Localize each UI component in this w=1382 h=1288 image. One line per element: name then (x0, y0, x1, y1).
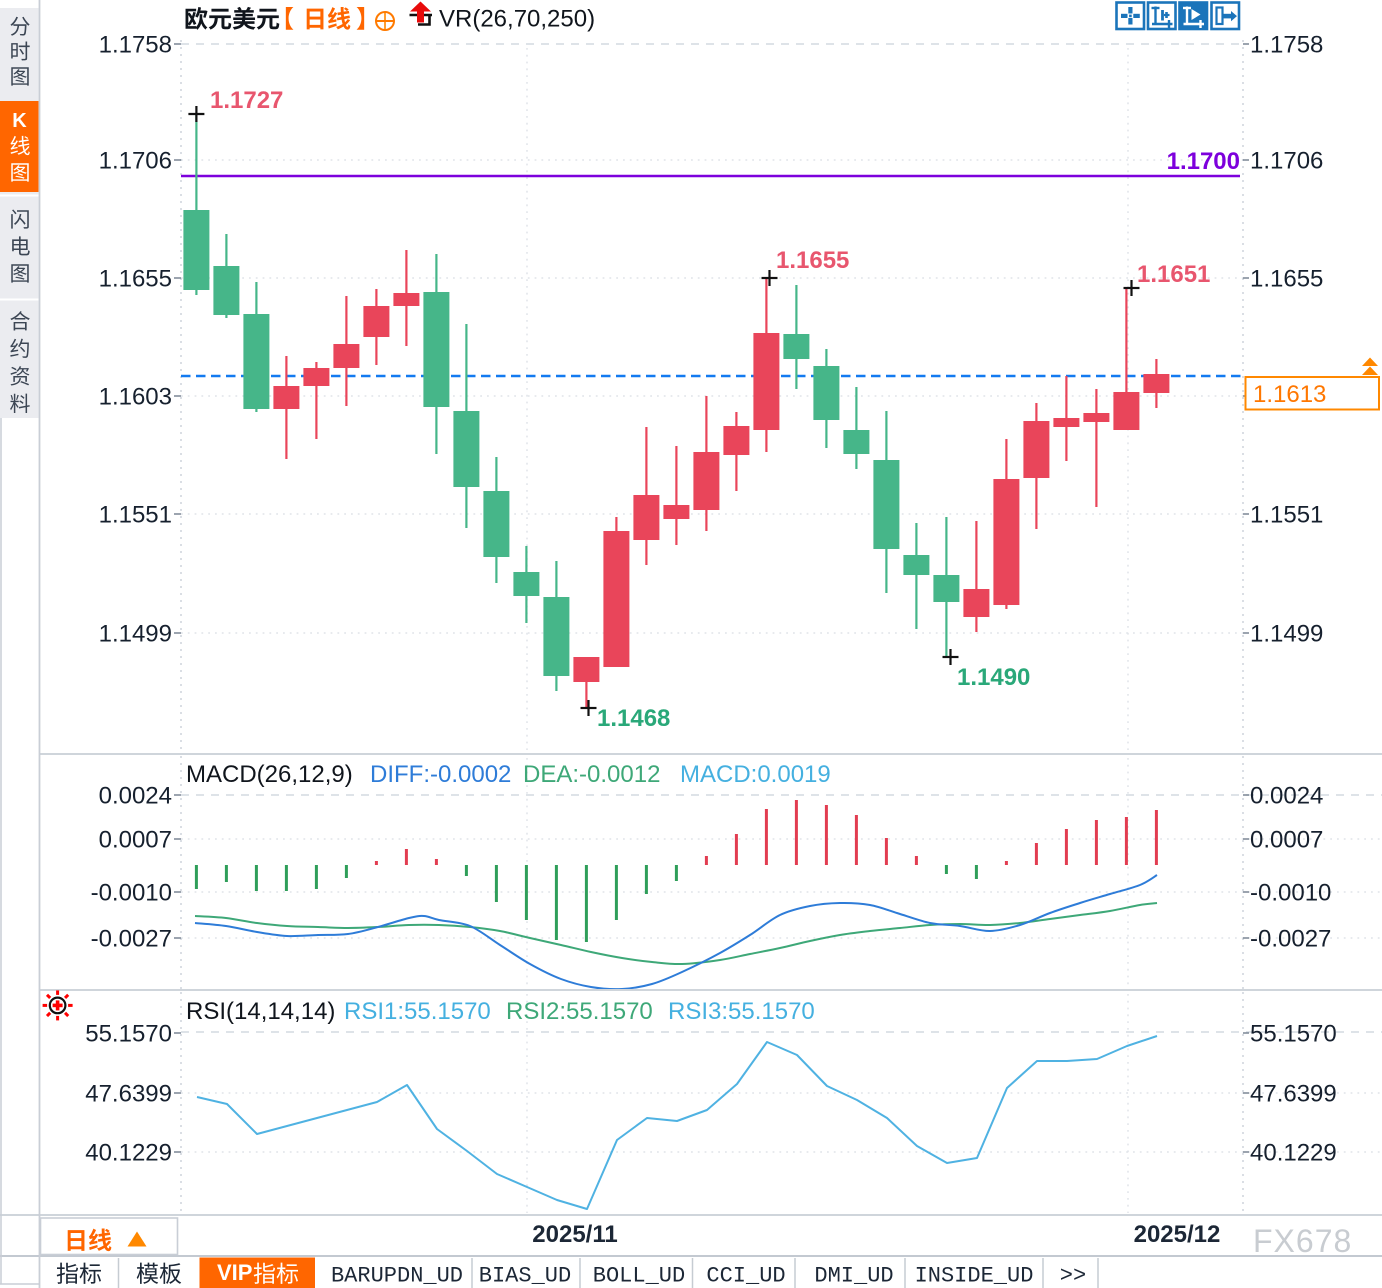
svg-text:0.0024: 0.0024 (1250, 783, 1323, 810)
svg-text:CCI_UD: CCI_UD (706, 1264, 785, 1288)
svg-text:2025/11: 2025/11 (532, 1221, 617, 1248)
svg-text:DIFF:-0.0002: DIFF:-0.0002 (370, 761, 511, 788)
svg-text:FX678: FX678 (1253, 1223, 1352, 1259)
svg-text:47.6399: 47.6399 (1250, 1081, 1337, 1108)
svg-text:1.1468: 1.1468 (597, 705, 670, 732)
svg-text:55.1570: 55.1570 (85, 1021, 172, 1048)
svg-text:BIAS_UD: BIAS_UD (479, 1264, 571, 1288)
svg-text:0.0007: 0.0007 (1250, 827, 1323, 854)
svg-text:-0.0010: -0.0010 (91, 880, 172, 907)
svg-text:40.1229: 40.1229 (1250, 1140, 1337, 1167)
svg-text:-0.0027: -0.0027 (1250, 926, 1331, 953)
svg-text:0.0024: 0.0024 (99, 783, 172, 810)
svg-text:47.6399: 47.6399 (85, 1081, 172, 1108)
svg-text:RSI(14,14,14): RSI(14,14,14) (186, 998, 335, 1025)
svg-text:40.1229: 40.1229 (85, 1140, 172, 1167)
svg-text:1.1655: 1.1655 (1250, 266, 1323, 293)
svg-text:1.1758: 1.1758 (1250, 32, 1323, 59)
svg-text:1.1706: 1.1706 (99, 148, 172, 175)
svg-text:RSI2:55.1570: RSI2:55.1570 (506, 998, 653, 1025)
svg-text:1.1603: 1.1603 (99, 384, 172, 411)
svg-text:1.1727: 1.1727 (210, 87, 283, 114)
svg-text:RSI3:55.1570: RSI3:55.1570 (668, 998, 815, 1025)
svg-text:1.1499: 1.1499 (99, 621, 172, 648)
svg-text:0.0007: 0.0007 (99, 827, 172, 854)
svg-text:1.1651: 1.1651 (1137, 261, 1210, 288)
svg-text:1.1490: 1.1490 (957, 664, 1030, 691)
svg-text:INSIDE_UD: INSIDE_UD (915, 1264, 1034, 1288)
svg-text:DEA:-0.0012: DEA:-0.0012 (523, 761, 660, 788)
svg-text:55.1570: 55.1570 (1250, 1021, 1337, 1048)
svg-text:DMI_UD: DMI_UD (814, 1264, 893, 1288)
svg-text:1.1758: 1.1758 (99, 32, 172, 59)
svg-text:1.1551: 1.1551 (99, 502, 172, 529)
svg-text:K: K (12, 110, 27, 132)
svg-text:MACD:0.0019: MACD:0.0019 (680, 761, 831, 788)
svg-text:RSI1:55.1570: RSI1:55.1570 (344, 998, 491, 1025)
svg-text:BARUPDN_UD: BARUPDN_UD (331, 1264, 463, 1288)
svg-text:BOLL_UD: BOLL_UD (593, 1264, 685, 1288)
svg-text:1.1700: 1.1700 (1167, 148, 1240, 175)
svg-text:VIP: VIP (217, 1260, 252, 1285)
svg-text:1.1551: 1.1551 (1250, 502, 1323, 529)
svg-text:-0.0027: -0.0027 (91, 926, 172, 953)
svg-text:1.1499: 1.1499 (1250, 621, 1323, 648)
svg-text:>>: >> (1060, 1264, 1086, 1288)
svg-text:1.1706: 1.1706 (1250, 148, 1323, 175)
svg-text:MACD(26,12,9): MACD(26,12,9) (186, 761, 353, 788)
svg-text:1.1613: 1.1613 (1253, 381, 1326, 408)
svg-text:2025/12: 2025/12 (1134, 1221, 1221, 1248)
svg-text:-0.0010: -0.0010 (1250, 880, 1331, 907)
svg-text:1.1655: 1.1655 (99, 266, 172, 293)
svg-text:1.1655: 1.1655 (776, 247, 849, 274)
svg-text:VR(26,70,250): VR(26,70,250) (439, 6, 595, 33)
